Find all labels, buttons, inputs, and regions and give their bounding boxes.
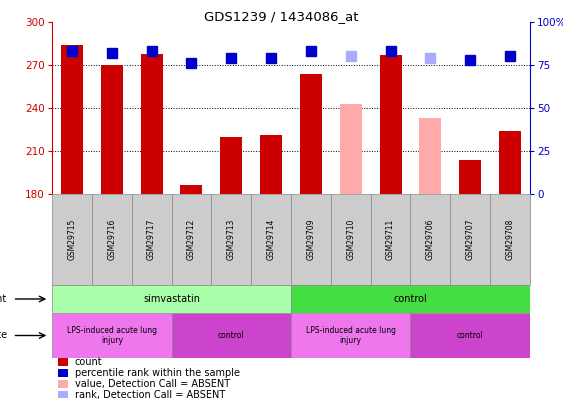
Text: percentile rank within the sample: percentile rank within the sample	[74, 368, 239, 378]
Bar	[450, 194, 490, 285]
Text: GSM29713: GSM29713	[227, 219, 236, 260]
Bar	[181, 185, 202, 194]
Bar	[220, 136, 242, 194]
Text: control: control	[218, 331, 245, 340]
Text: value, Detection Call = ABSENT: value, Detection Call = ABSENT	[74, 379, 230, 389]
Text: GSM29717: GSM29717	[147, 219, 156, 260]
Bar	[52, 313, 172, 358]
Bar	[331, 194, 370, 285]
Bar	[340, 104, 361, 194]
Text: GSM29715: GSM29715	[68, 219, 77, 260]
Bar	[291, 313, 410, 358]
Text: GSM29714: GSM29714	[267, 219, 275, 260]
Text: GSM29708: GSM29708	[506, 219, 515, 260]
Bar	[490, 194, 530, 285]
Text: control: control	[394, 294, 427, 304]
Text: disease state: disease state	[0, 330, 7, 341]
Bar	[172, 313, 291, 358]
Bar	[300, 74, 322, 194]
Bar	[101, 65, 123, 194]
Bar	[499, 131, 521, 194]
Bar	[260, 135, 282, 194]
Text: simvastatin: simvastatin	[143, 294, 200, 304]
Text: GSM29707: GSM29707	[466, 219, 475, 260]
Bar	[211, 194, 251, 285]
Text: rank, Detection Call = ABSENT: rank, Detection Call = ABSENT	[74, 390, 225, 400]
Bar	[92, 194, 132, 285]
Text: control: control	[457, 331, 484, 340]
Bar	[419, 118, 441, 194]
Text: GSM29711: GSM29711	[386, 219, 395, 260]
Bar	[251, 194, 291, 285]
Text: GSM29710: GSM29710	[346, 219, 355, 260]
Bar	[291, 285, 530, 313]
Bar	[370, 194, 410, 285]
Text: GSM29706: GSM29706	[426, 219, 435, 260]
Bar	[379, 55, 401, 194]
Text: count: count	[74, 357, 102, 367]
Text: GSM29712: GSM29712	[187, 219, 196, 260]
Bar	[132, 194, 172, 285]
Text: GSM29709: GSM29709	[306, 219, 315, 260]
Bar	[61, 45, 83, 194]
Text: GDS1239 / 1434086_at: GDS1239 / 1434086_at	[204, 10, 359, 23]
Bar	[52, 285, 291, 313]
Text: LPS-induced acute lung
injury: LPS-induced acute lung injury	[67, 326, 157, 345]
Text: agent: agent	[0, 294, 7, 304]
Bar	[459, 160, 481, 194]
Text: GSM29716: GSM29716	[107, 219, 116, 260]
Bar	[410, 313, 530, 358]
Bar	[141, 53, 163, 194]
Bar	[291, 194, 331, 285]
Text: LPS-induced acute lung
injury: LPS-induced acute lung injury	[306, 326, 396, 345]
Bar	[410, 194, 450, 285]
Bar	[52, 194, 92, 285]
Bar	[172, 194, 211, 285]
